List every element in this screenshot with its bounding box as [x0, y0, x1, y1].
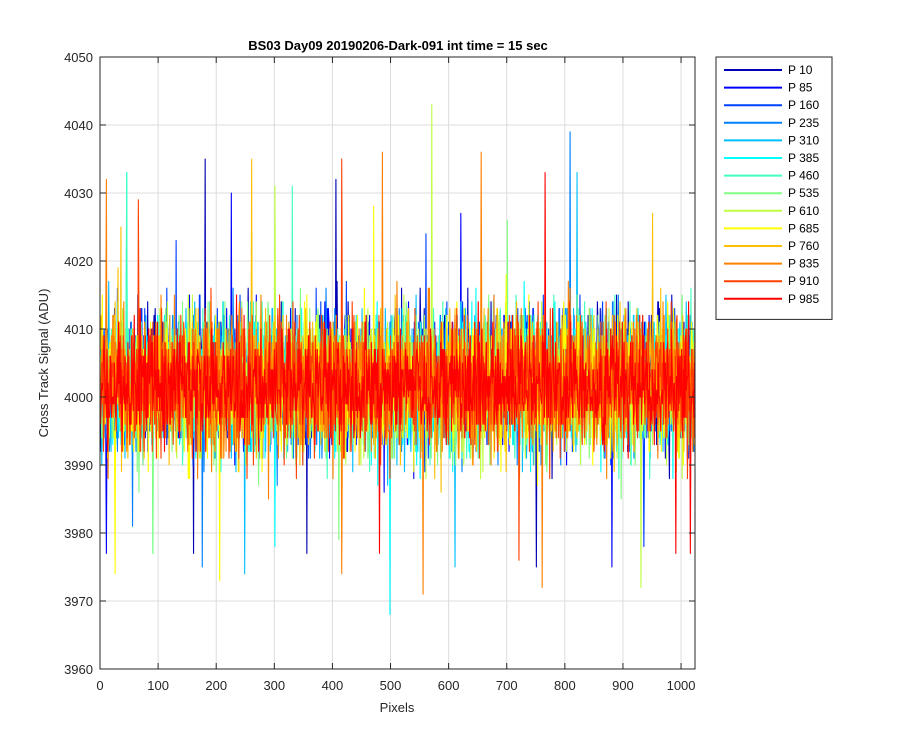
chart-title: BS03 Day09 20190206-Dark-091 int time = …: [248, 38, 548, 53]
x-tick-label: 0: [96, 678, 103, 693]
legend-label: P 10: [788, 63, 813, 77]
legend-label: P 835: [788, 257, 819, 271]
y-tick-label: 3990: [64, 458, 93, 473]
legend-label: P 760: [788, 239, 819, 253]
legend-label: P 685: [788, 221, 819, 235]
legend: P 10 P 85 P 160 P 235 P 310 P 385 P 460 P 535 P …: [715, 56, 833, 320]
legend-label: P 985: [788, 292, 819, 306]
x-tick-label: 700: [496, 678, 518, 693]
legend-label: P 235: [788, 116, 819, 130]
x-tick-label: 400: [322, 678, 344, 693]
x-tick-label: 900: [612, 678, 634, 693]
y-tick-label: 4010: [64, 322, 93, 337]
y-tick-label: 4050: [64, 50, 93, 65]
x-tick-label: 300: [263, 678, 285, 693]
series-lines: [100, 104, 696, 616]
x-tick-label: 100: [147, 678, 169, 693]
x-axis-label: Pixels: [380, 700, 415, 715]
y-tick-label: 4030: [64, 186, 93, 201]
y-tick-label: 4040: [64, 118, 93, 133]
legend-label: P 310: [788, 133, 819, 147]
y-tick-label: 3970: [64, 594, 93, 609]
y-tick-label: 4020: [64, 254, 93, 269]
x-axis-ticks: 0 100 200 300 400 500 600 700 800 900 1000: [96, 57, 696, 693]
x-tick-label: 200: [205, 678, 227, 693]
legend-label: P 535: [788, 186, 819, 200]
series-line-p985: [100, 172, 696, 554]
x-tick-label: 1000: [667, 678, 696, 693]
y-axis-label: Cross Track Signal (ADU): [36, 289, 51, 438]
y-axis-ticks: 3960 3970 3980 3990 4000 4010 4020 4030 4040 4050: [64, 50, 695, 677]
legend-label: P 460: [788, 169, 819, 183]
plot-frame: [99, 56, 696, 670]
x-tick-label: 500: [380, 678, 402, 693]
legend-label: P 85: [788, 81, 813, 95]
legend-label: P 910: [788, 274, 819, 288]
x-tick-label: 800: [554, 678, 576, 693]
legend-label: P 610: [788, 204, 819, 218]
legend-label: P 385: [788, 151, 819, 165]
y-tick-label: 3980: [64, 526, 93, 541]
y-tick-label: 3960: [64, 662, 93, 677]
legend-box: [715, 56, 833, 320]
x-tick-label: 600: [438, 678, 460, 693]
y-tick-label: 4000: [64, 390, 93, 405]
legend-label: P 160: [788, 98, 819, 112]
